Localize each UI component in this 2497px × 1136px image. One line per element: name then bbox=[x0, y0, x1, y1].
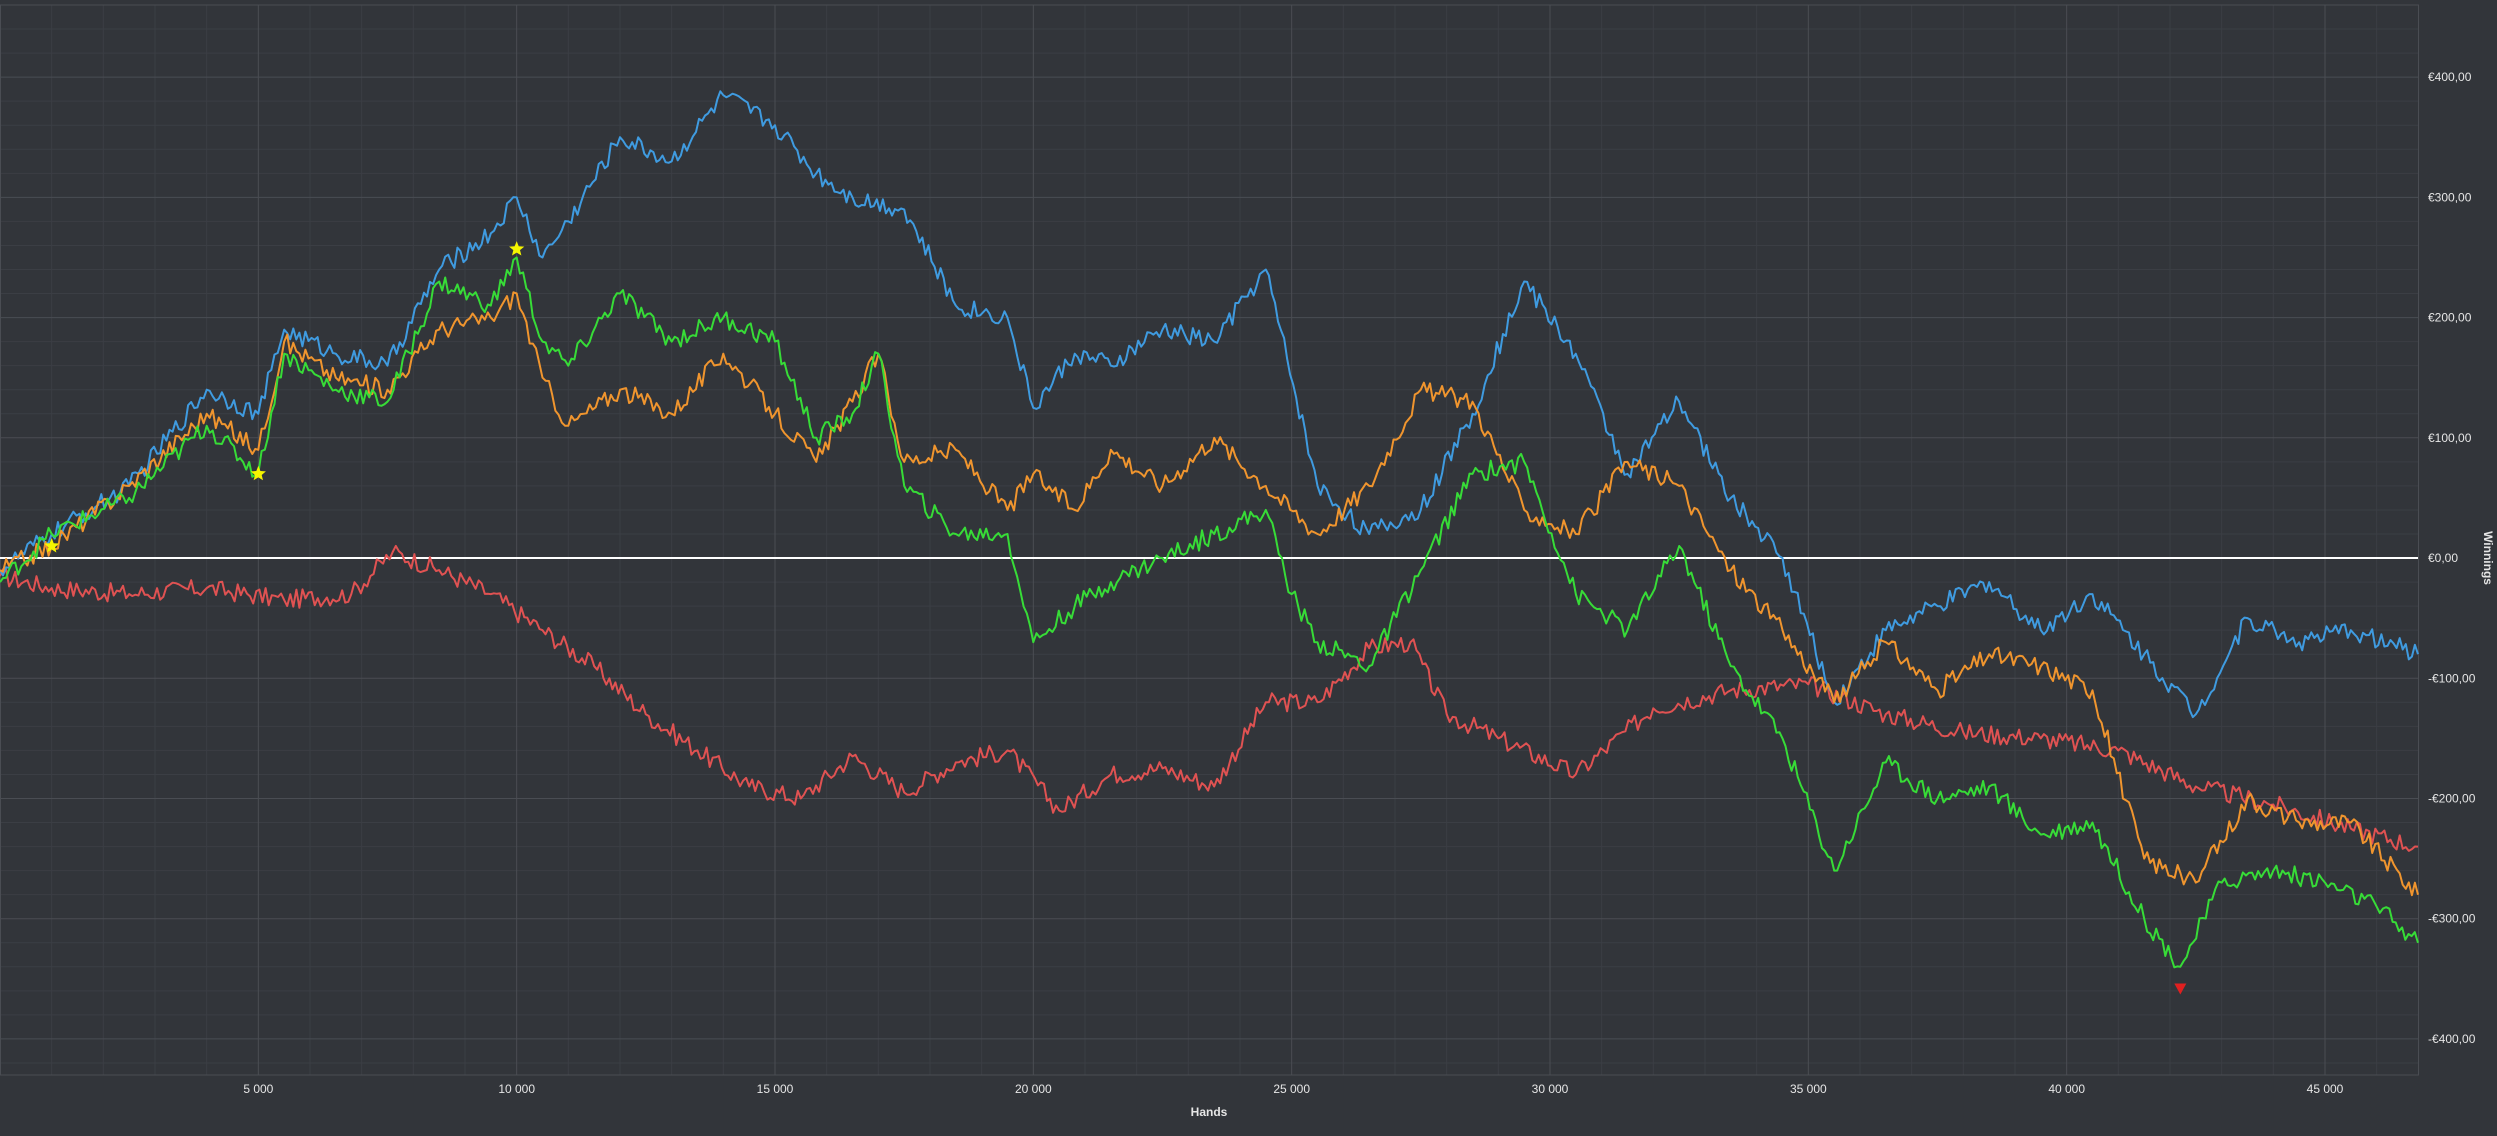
y-tick-label: €300,00 bbox=[2428, 190, 2472, 204]
y-tick-labels: €400,00 €300,00 €200,00 €100,00 €0,00 -€100,0… bbox=[2428, 70, 2476, 1046]
y-tick-label: -€400,00 bbox=[2428, 1032, 2476, 1046]
y-tick-label: €200,00 bbox=[2428, 311, 2472, 325]
x-tick-labels: 5 000 10 000 15 000 20 000 25 000 30 000 35 00… bbox=[243, 1082, 2343, 1096]
plot-frame bbox=[0, 4, 2419, 1076]
x-tick-label: 20 000 bbox=[1015, 1082, 1052, 1096]
star-marker bbox=[509, 241, 525, 256]
x-tick-label: 30 000 bbox=[1532, 1082, 1569, 1096]
y-tick-label: €0,00 bbox=[2428, 551, 2458, 565]
y-tick-label: €400,00 bbox=[2428, 70, 2472, 84]
grid-major bbox=[0, 4, 2419, 1076]
x-tick-label: 25 000 bbox=[1273, 1082, 1310, 1096]
y-tick-label: -€300,00 bbox=[2428, 912, 2476, 926]
y-tick-label: -€100,00 bbox=[2428, 671, 2476, 685]
x-tick-label: 45 000 bbox=[2307, 1082, 2344, 1096]
star-marker bbox=[250, 465, 266, 481]
series-line-3 bbox=[0, 291, 2419, 897]
star-marker bbox=[44, 538, 60, 553]
x-axis-title: Hands bbox=[1191, 1105, 1228, 1119]
series-layer bbox=[0, 90, 2419, 969]
x-tick-label: 40 000 bbox=[2048, 1082, 2085, 1096]
series-line-4 bbox=[0, 256, 2419, 969]
marker-layer bbox=[44, 241, 2187, 995]
y-tick-label: €100,00 bbox=[2428, 431, 2472, 445]
grid-minor bbox=[0, 5, 2418, 1075]
x-tick-label: 35 000 bbox=[1790, 1082, 1827, 1096]
y-axis-title: Winnings bbox=[2481, 531, 2495, 585]
y-tick-label: -€200,00 bbox=[2428, 791, 2476, 805]
triangle-down-marker bbox=[2174, 983, 2187, 995]
series-line-2 bbox=[0, 90, 2419, 719]
x-tick-label: 10 000 bbox=[498, 1082, 535, 1096]
x-tick-label: 15 000 bbox=[757, 1082, 794, 1096]
x-tick-label: 5 000 bbox=[243, 1082, 273, 1096]
series-line-1 bbox=[0, 544, 2419, 852]
